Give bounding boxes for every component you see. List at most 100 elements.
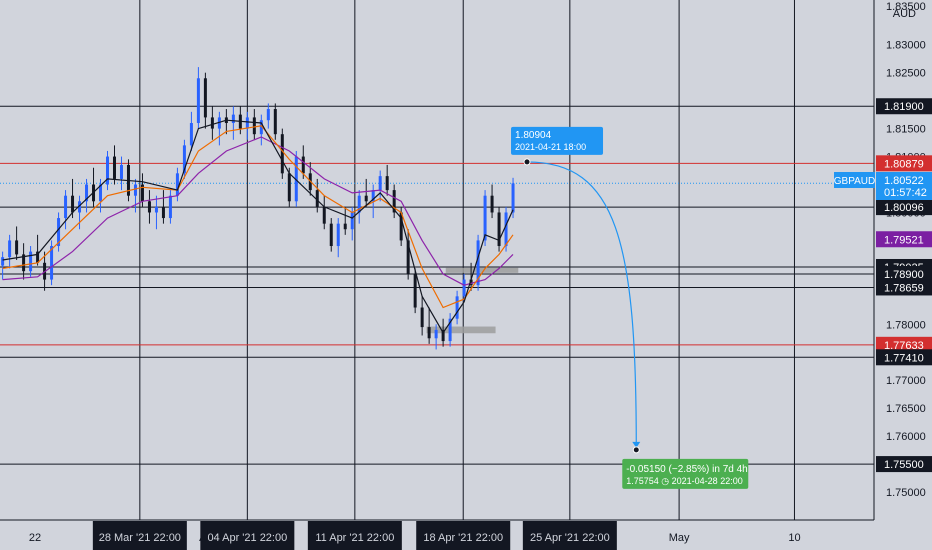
candle-body (448, 318, 452, 342)
start-label-box (511, 126, 604, 155)
candle-body (217, 117, 221, 129)
price-label-box (876, 456, 932, 473)
candle-body (476, 240, 480, 286)
bullish-candle (168, 190, 172, 224)
candle-body (385, 176, 389, 191)
time-label[interactable]: 04 Apr '21 22:00 (200, 521, 295, 550)
price-label-box (876, 199, 932, 216)
level-price-label[interactable]: 1.77410 (876, 349, 932, 366)
bullish-candle (511, 177, 515, 219)
level-price-label[interactable]: 1.78659 (876, 279, 932, 296)
time-label[interactable]: 11 Apr '21 22:00 (307, 521, 402, 550)
time-label[interactable]: 22 (29, 532, 41, 544)
price-label-box (876, 265, 932, 282)
candle-body (413, 273, 417, 308)
time-label-text: 28 Mar '21 22:00 (99, 532, 181, 544)
projection-target-label[interactable]: -0.05150 (−2.85%) in 7d 4h1.75754 ◷ 2021… (622, 458, 749, 489)
time-label-text: May (669, 532, 690, 544)
time-label[interactable]: 10 (788, 532, 800, 544)
level-price-label[interactable]: 1.78900 (876, 265, 932, 282)
bearish-candle (322, 195, 326, 230)
level-price-label[interactable]: 1.80879 (876, 155, 932, 172)
bullish-candle (448, 313, 452, 347)
candle-body (196, 78, 200, 124)
candle-body (399, 212, 403, 241)
symbol-tag[interactable]: GBPAUD (834, 172, 876, 188)
bullish-candle (245, 111, 249, 140)
time-label[interactable]: 18 Apr '21 22:00 (416, 521, 511, 550)
level-price-label[interactable]: 1.80096 (876, 199, 932, 216)
price-label-text: 1.81900 (884, 101, 924, 113)
candle-body (203, 78, 207, 118)
candle-body (161, 206, 165, 219)
time-label-box (522, 521, 617, 550)
candle-body (392, 190, 396, 213)
level-price-label[interactable]: 1.75500 (876, 456, 932, 473)
level-price-label[interactable]: 1.81900 (876, 98, 932, 115)
candle-body (252, 117, 256, 135)
bearish-candle (71, 178, 75, 219)
candle-body (378, 176, 382, 191)
bullish-candle (266, 103, 270, 129)
bullish-candle (462, 273, 466, 302)
candle-body (245, 117, 249, 129)
currency-label: AUD (893, 8, 916, 20)
candle-body (287, 173, 291, 202)
projection-end-point[interactable] (632, 446, 640, 454)
level-price-label[interactable]: 1.77633 (876, 336, 932, 353)
bearish-candle (252, 109, 256, 140)
current-price-label[interactable]: 1.80522 01:57:42 (876, 172, 932, 200)
symbol-tag-label: GBPAUD (834, 176, 876, 187)
projection-curve[interactable] (527, 161, 637, 446)
bullish-candle (217, 111, 221, 146)
candle-body (78, 201, 82, 213)
time-label-text: 10 (788, 532, 800, 544)
candle-body (182, 145, 186, 174)
bullish-candle (29, 246, 33, 277)
bullish-candle (50, 240, 54, 286)
consolidation-zones (426, 267, 519, 334)
candle-body (273, 109, 277, 135)
time-label-text: 22 (29, 532, 41, 544)
candle-body (406, 240, 410, 274)
candle-body (301, 156, 305, 174)
bearish-candle (36, 234, 40, 266)
candle-body (22, 254, 26, 272)
price-label-text: 1.78659 (884, 282, 924, 294)
projection-arrowhead (632, 441, 641, 448)
target-label-price-time: 1.75754 ◷ 2021-04-28 22:00 (626, 476, 742, 486)
price-label-text: 1.80879 (884, 158, 924, 170)
bearish-candle (343, 206, 347, 235)
bearish-candle (406, 229, 410, 280)
candle-body (8, 240, 12, 258)
candle-body (1, 257, 5, 266)
candle-body (427, 327, 431, 339)
time-label-box (200, 521, 295, 550)
price-label-box (876, 155, 932, 172)
bullish-candle (85, 178, 89, 213)
bearish-candle (392, 184, 396, 219)
consolidation-zone (445, 267, 519, 273)
candle-body (29, 251, 33, 272)
price-tick-label: 1.82500 (886, 68, 926, 80)
horizontal-levels[interactable] (0, 105, 874, 465)
bullish-candle (57, 212, 61, 252)
bullish-candle (378, 170, 382, 202)
time-label[interactable]: 28 Mar '21 22:00 (92, 521, 187, 550)
time-label[interactable]: May (669, 532, 690, 544)
projection-start-point[interactable] (523, 158, 531, 166)
candle-body (154, 206, 158, 213)
time-label-text: 11 Apr '21 22:00 (315, 532, 394, 544)
candle-body (315, 190, 319, 207)
price-axis[interactable]: 1.830001.825001.815001.810001.805001.800… (873, 0, 932, 520)
time-label[interactable]: 25 Apr '21 22:00 (522, 521, 617, 550)
ma-price-label[interactable]: 1.79521 (876, 231, 932, 248)
bullish-candle (182, 139, 186, 179)
price-label-box (876, 349, 932, 366)
bearish-candle (427, 307, 431, 344)
